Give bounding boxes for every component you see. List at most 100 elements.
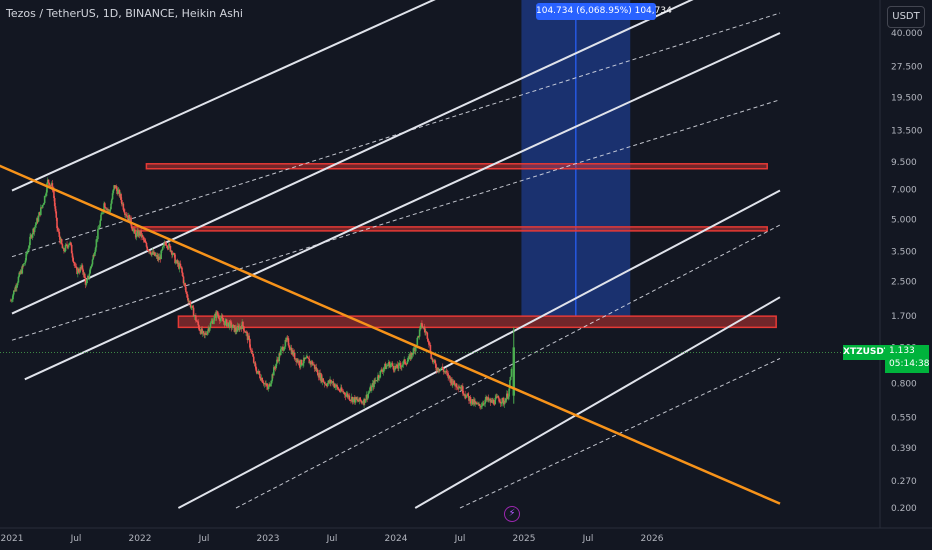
candle-body bbox=[179, 263, 182, 267]
candle-body bbox=[221, 316, 223, 319]
candle-body bbox=[28, 245, 31, 249]
candle-body bbox=[187, 298, 189, 302]
candle-body bbox=[60, 239, 63, 245]
scale-button[interactable]: USDT bbox=[887, 6, 925, 28]
candle-body bbox=[437, 367, 439, 372]
candles bbox=[0, 177, 880, 410]
candle-body bbox=[477, 403, 480, 405]
candle-body bbox=[110, 203, 112, 210]
candle-body bbox=[181, 267, 183, 273]
candle-body bbox=[304, 357, 307, 360]
candle-body bbox=[42, 204, 44, 206]
candle-body bbox=[389, 364, 392, 368]
candle-body bbox=[376, 380, 378, 381]
candle-body bbox=[41, 205, 44, 208]
candle-body bbox=[418, 329, 421, 337]
candle-body bbox=[397, 363, 400, 369]
candle-body bbox=[201, 328, 203, 334]
candle-body bbox=[348, 395, 351, 400]
candle-body bbox=[57, 230, 60, 232]
candle-body bbox=[412, 348, 415, 355]
candle-body bbox=[226, 323, 229, 327]
candle-body bbox=[370, 385, 373, 391]
candle-body bbox=[182, 276, 185, 284]
candle-body bbox=[256, 372, 259, 374]
candle-body bbox=[451, 384, 454, 386]
candle-body bbox=[402, 361, 405, 365]
candle-body bbox=[11, 299, 14, 301]
candle-body bbox=[125, 214, 128, 216]
candle-body bbox=[141, 235, 144, 238]
candle-body bbox=[239, 326, 242, 328]
candle-body bbox=[54, 206, 57, 212]
candle-body bbox=[161, 249, 163, 251]
candle-body bbox=[25, 253, 27, 261]
candle-body bbox=[209, 323, 212, 328]
candle-body bbox=[35, 223, 37, 226]
candle-body bbox=[442, 369, 445, 372]
y-tick-label: 5.000 bbox=[891, 215, 917, 225]
candle-body bbox=[71, 253, 74, 258]
lightning-icon[interactable]: ⚡ bbox=[504, 506, 520, 522]
candle-body bbox=[387, 365, 389, 366]
channel-dashed-line bbox=[11, 12, 781, 258]
candle-body bbox=[37, 215, 40, 222]
channel-dashed-line bbox=[11, 99, 781, 341]
candle-body bbox=[481, 405, 483, 407]
candle-body bbox=[131, 225, 133, 229]
candle-body bbox=[186, 294, 189, 299]
candle-body bbox=[73, 263, 76, 266]
candle-body bbox=[31, 234, 34, 238]
candle-body bbox=[212, 320, 215, 324]
candle-body bbox=[23, 263, 25, 266]
candle-body bbox=[286, 337, 288, 341]
candle-body bbox=[503, 401, 506, 405]
candle-body bbox=[325, 384, 328, 386]
candle-body bbox=[266, 383, 268, 387]
y-tick-label: 2.500 bbox=[891, 278, 917, 288]
candle-body bbox=[100, 212, 103, 215]
y-tick-label: 0.800 bbox=[891, 380, 917, 390]
candle-body bbox=[232, 325, 234, 328]
candle-body bbox=[256, 370, 258, 374]
candle-body bbox=[487, 397, 490, 401]
y-tick-label: 9.500 bbox=[891, 158, 917, 168]
candle-body bbox=[131, 228, 134, 232]
candle-body bbox=[308, 358, 311, 364]
candle-body bbox=[392, 366, 395, 370]
channel-line bbox=[11, 0, 436, 192]
candle-body bbox=[434, 360, 436, 364]
candle-body bbox=[188, 301, 191, 303]
candle-body bbox=[431, 358, 434, 362]
candle-body bbox=[229, 321, 232, 323]
candle-body bbox=[12, 294, 14, 300]
candle-body bbox=[508, 388, 510, 397]
candle-body bbox=[298, 360, 301, 366]
x-tick-label: 2023 bbox=[257, 534, 280, 544]
candle-body bbox=[168, 243, 170, 249]
candle-body bbox=[498, 398, 500, 402]
candle-body bbox=[509, 380, 511, 389]
candle-body bbox=[55, 211, 58, 218]
candle-body bbox=[242, 326, 245, 331]
candle-body bbox=[145, 242, 148, 247]
candle-body bbox=[10, 300, 13, 302]
candle-body bbox=[283, 346, 286, 350]
candle-body bbox=[426, 332, 429, 339]
candle-body bbox=[22, 265, 24, 267]
candle-body bbox=[17, 276, 20, 283]
candle-body bbox=[367, 392, 370, 395]
candle-body bbox=[122, 203, 125, 210]
candle-body bbox=[414, 346, 417, 352]
candle-body bbox=[216, 311, 219, 315]
candle-body bbox=[191, 305, 194, 308]
candle-body bbox=[16, 285, 18, 289]
candle-body bbox=[311, 361, 314, 365]
candle-body bbox=[151, 252, 153, 255]
candle-body bbox=[354, 397, 357, 403]
candle-body bbox=[285, 339, 287, 341]
candle-body bbox=[249, 339, 251, 348]
candle-body bbox=[219, 318, 222, 321]
candle-body bbox=[360, 401, 363, 403]
